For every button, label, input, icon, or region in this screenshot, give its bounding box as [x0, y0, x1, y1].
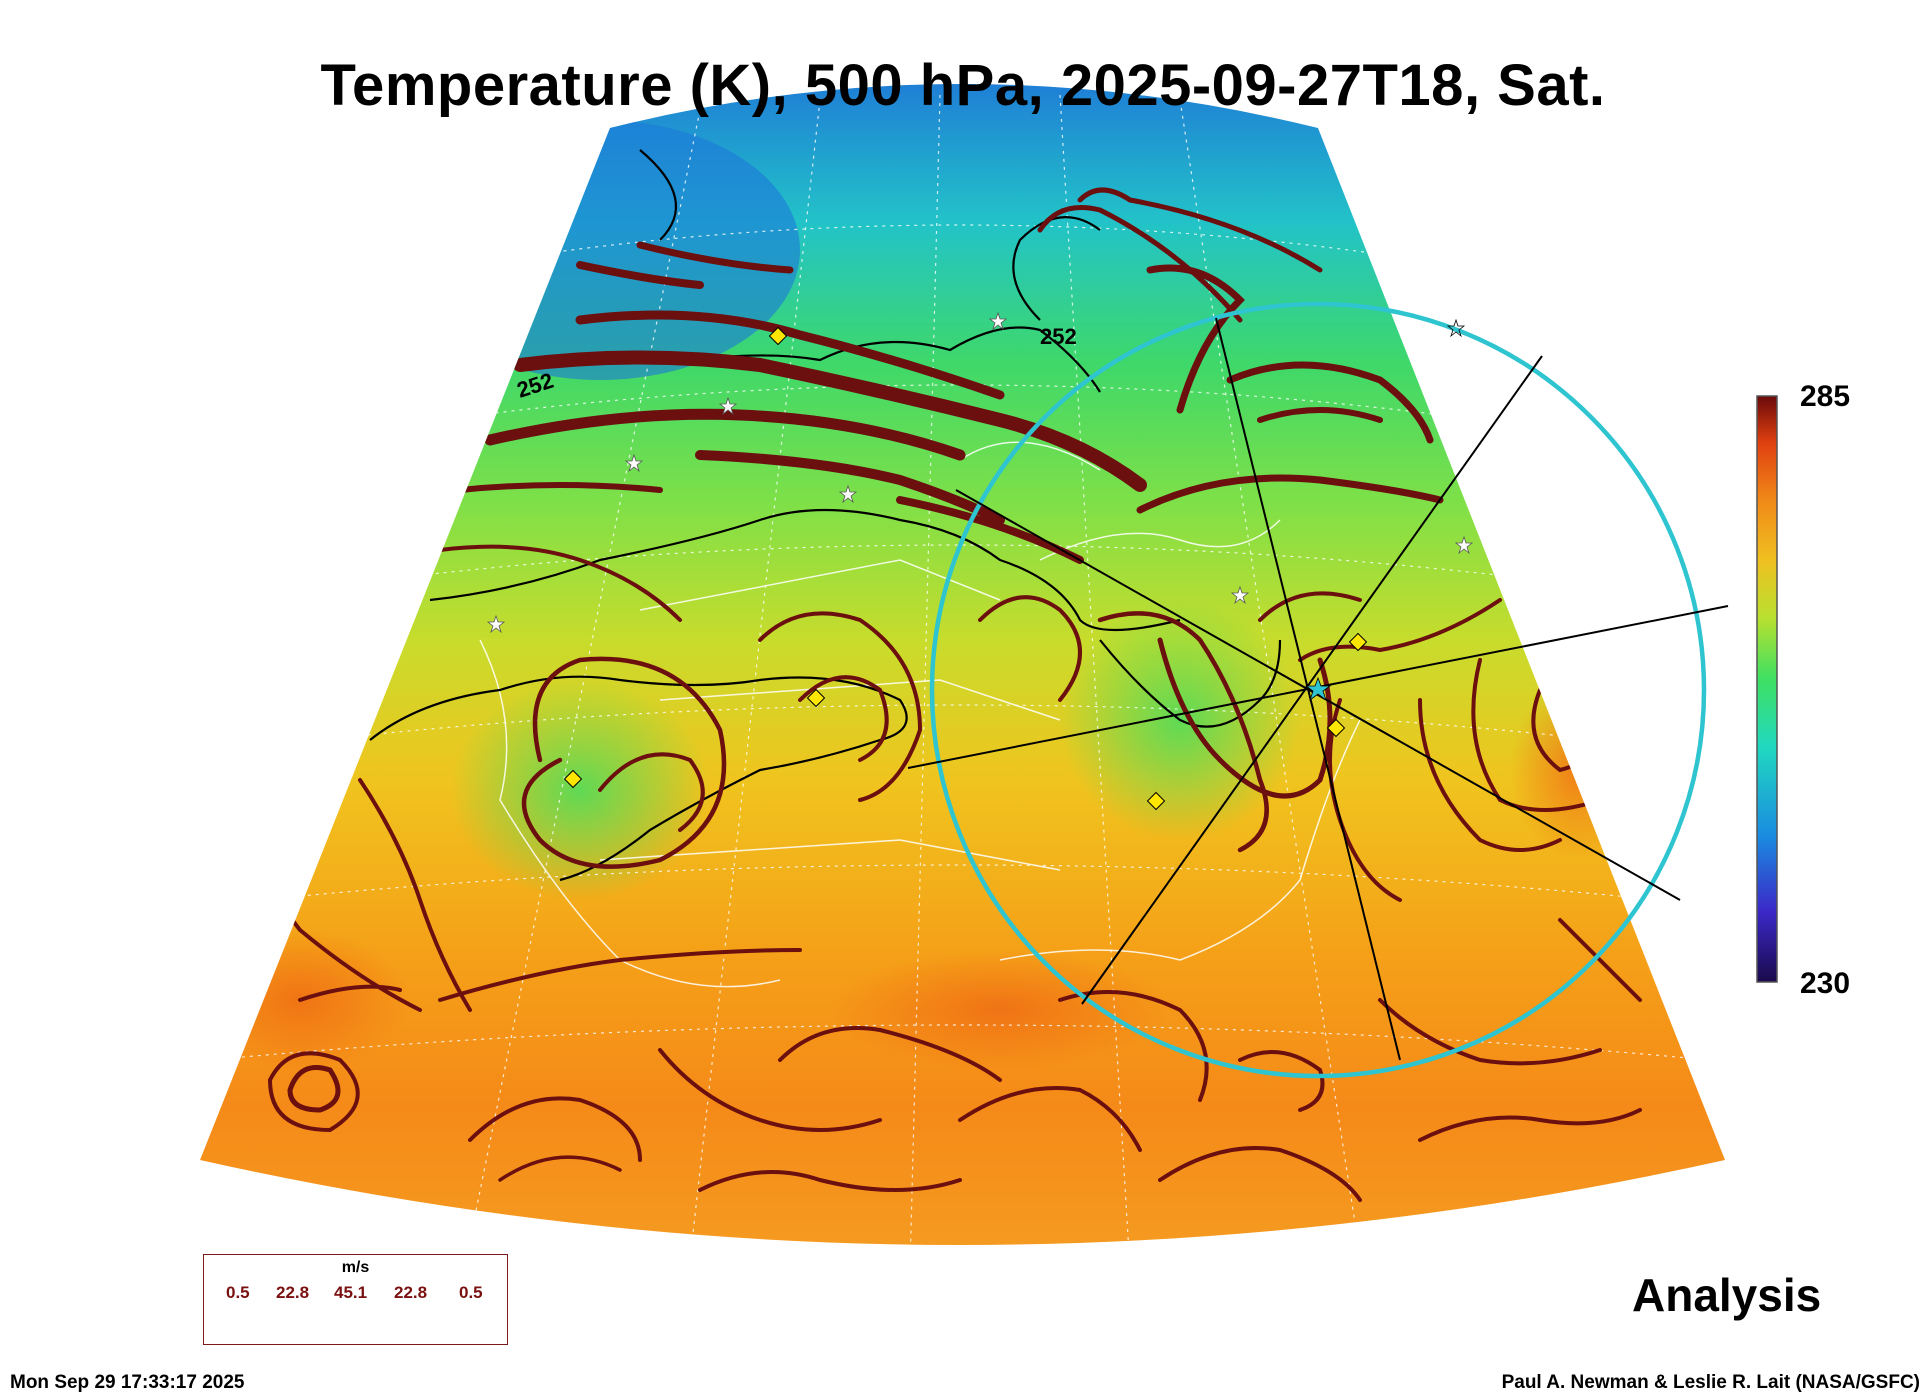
legend-unit: m/s	[341, 1259, 370, 1276]
center-star-icon	[1304, 676, 1332, 702]
colorbar	[1756, 395, 1778, 983]
diamond-marker	[768, 326, 788, 346]
legend-value: 45.1	[334, 1283, 368, 1302]
star-markers	[486, 311, 1474, 634]
diamond-marker	[563, 769, 583, 789]
legend-value: 0.5	[226, 1283, 250, 1302]
target-circle	[929, 301, 1707, 1079]
star-icon	[988, 311, 1008, 331]
legend-value: 22.8	[276, 1283, 310, 1302]
star-icon	[486, 614, 506, 634]
contour-label: 252	[1040, 324, 1077, 349]
diamond-marker	[1348, 632, 1368, 652]
diamond-marker	[1326, 718, 1346, 738]
wind-speed-legend: m/s 0.5 22.8 45.1 22.8 0.5	[203, 1254, 508, 1345]
timestamp: Mon Sep 29 17:33:17 2025	[10, 1372, 245, 1393]
diamond-marker	[1146, 791, 1166, 811]
star-icon	[624, 453, 644, 473]
star-icon	[1230, 585, 1250, 605]
wind-streamlines	[268, 187, 1642, 1202]
star-icon	[838, 484, 858, 504]
legend-value: 22.8	[394, 1283, 428, 1302]
legend-value: 0.5	[459, 1283, 483, 1302]
star-icon	[1446, 318, 1466, 338]
star-icon	[1454, 535, 1474, 555]
target-overlay	[907, 301, 1729, 1079]
coastlines	[479, 441, 1361, 988]
diamond-marker	[806, 688, 826, 708]
colorbar-max-label: 285	[1800, 380, 1851, 413]
temperature-field	[200, 84, 1725, 1245]
station-markers	[486, 311, 1474, 811]
colorbar-min-label: 230	[1800, 967, 1851, 1000]
analysis-label: Analysis	[1632, 1269, 1822, 1321]
credit: Paul A. Newman & Leslie R. Lait (NASA/GS…	[1501, 1372, 1920, 1393]
star-icon	[718, 396, 738, 416]
chart-title: Temperature (K), 500 hPa, 2025-09-27T18,…	[320, 53, 1606, 118]
cross-lines	[907, 317, 1729, 1061]
